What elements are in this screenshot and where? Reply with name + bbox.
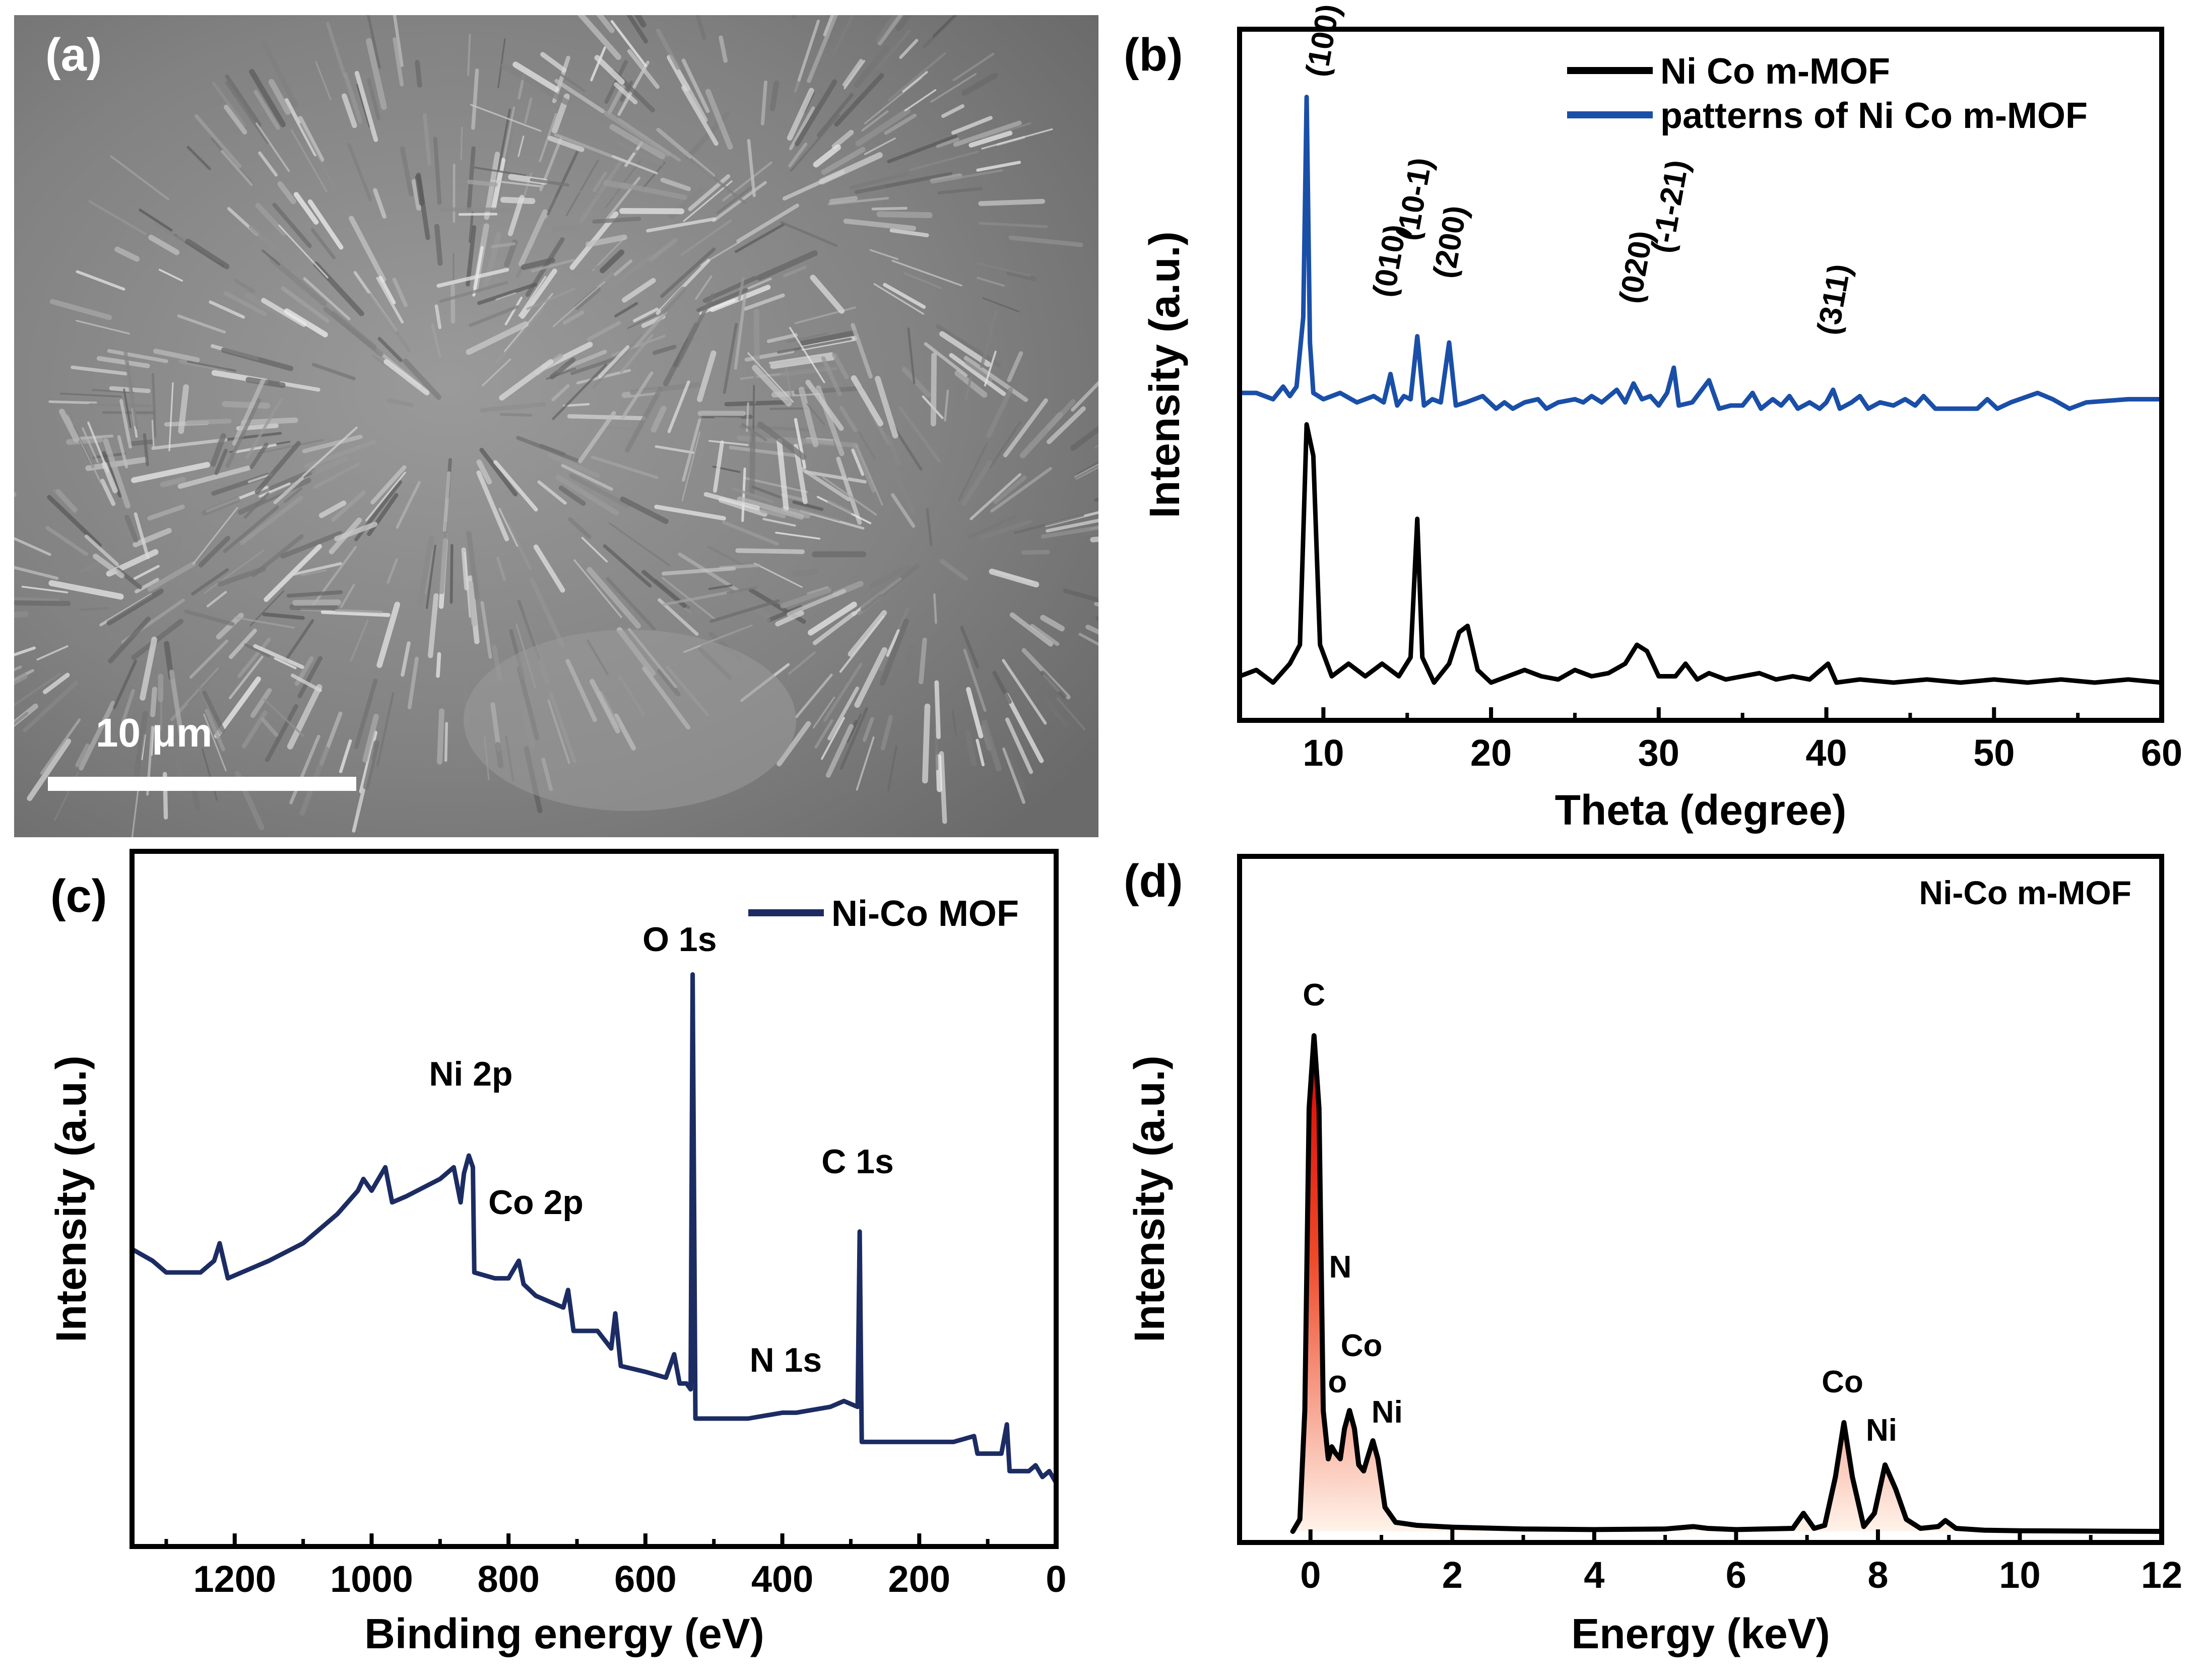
chart-c-xtick-label: 400 bbox=[751, 1558, 813, 1600]
chart-d-xtick-label: 8 bbox=[1867, 1554, 1888, 1596]
chart-b-legend: Ni Co m-MOF patterns of Ni Co m-MOF bbox=[1567, 51, 2088, 136]
chart-b-peak-label: (10-1) bbox=[1390, 155, 1439, 243]
chart-c-legend: Ni-Co MOF bbox=[748, 894, 1019, 934]
chart-b-xtick-label: 40 bbox=[1805, 732, 1847, 774]
scale-bar-label: 10 μm bbox=[96, 710, 212, 755]
chart-c-peak-label: N 1s bbox=[750, 1341, 822, 1379]
chart-c-peak-label: Ni 2p bbox=[429, 1055, 512, 1093]
panel-label-b: (b) bbox=[1124, 29, 1183, 81]
chart-d-peak-label: Ni bbox=[1372, 1395, 1403, 1430]
chart-c-frame bbox=[129, 849, 1059, 1549]
chart-c-xtick-label: 1000 bbox=[330, 1558, 413, 1600]
sem-flower-texture bbox=[14, 15, 1098, 837]
chart-b-peak-label: (100) bbox=[1300, 2, 1346, 80]
chart-d-peak-label: Co bbox=[1822, 1365, 1863, 1399]
chart-b-series-0 bbox=[1240, 95, 2162, 411]
chart-c-xtick-label: 1200 bbox=[193, 1558, 276, 1600]
chart-b-peak-label: (-1-21) bbox=[1645, 157, 1695, 255]
chart-d-xtick-label: 12 bbox=[2141, 1554, 2182, 1596]
chart-c-peak-label: C 1s bbox=[821, 1143, 894, 1181]
chart-b-xtick-label: 10 bbox=[1303, 732, 1344, 774]
chart-b-xtick-label: 20 bbox=[1470, 732, 1512, 774]
panel-label-c: (c) bbox=[50, 870, 107, 922]
panel-label-d: (d) bbox=[1124, 855, 1183, 907]
scale-bar bbox=[48, 777, 356, 791]
chart-b-peak-label: (311) bbox=[1811, 261, 1857, 338]
chart-c-ylabel: Intensity (a.u.) bbox=[47, 1055, 95, 1342]
chart-c-xtick-label: 200 bbox=[888, 1558, 950, 1600]
chart-d-peak-label: Co bbox=[1341, 1328, 1383, 1363]
chart-b: 10 20 30 40 50 60 (100)(010)(10-1)(200) (020)(… bbox=[1141, 2, 2182, 834]
chart-d-peak-label: C bbox=[1303, 978, 1325, 1013]
chart-b-xtick-label: 50 bbox=[1973, 732, 2015, 774]
chart-c-xtick-label: 0 bbox=[1046, 1558, 1066, 1600]
sem-image bbox=[14, 15, 1098, 837]
chart-d-xtick-label: 10 bbox=[1999, 1554, 2040, 1596]
chart-d-series-0 bbox=[1290, 1033, 2162, 1534]
chart-d-area-fill bbox=[1292, 1036, 2162, 1531]
chart-d-peak-label: Ni bbox=[1866, 1413, 1897, 1448]
chart-d-peak-label: N bbox=[1329, 1250, 1352, 1285]
panel-label-a: (a) bbox=[45, 29, 102, 81]
chart-c-series-0 bbox=[132, 972, 1056, 1486]
chart-d-xlabel: Energy (keV) bbox=[1571, 1610, 1830, 1657]
chart-d-xtick-label: 4 bbox=[1584, 1554, 1604, 1596]
legend-c-label-0: Ni-Co MOF bbox=[831, 894, 1019, 934]
chart-c-xlabel: Binding energy (eV) bbox=[364, 1610, 764, 1657]
legend-b-label-1: patterns of Ni Co m-MOF bbox=[1660, 96, 2088, 136]
legend-b-label-0: Ni Co m-MOF bbox=[1660, 51, 1890, 92]
chart-d-ylabel: Intensity (a.u.) bbox=[1126, 1055, 1173, 1342]
chart-c-xtick-label: 800 bbox=[477, 1558, 539, 1600]
chart-b-xtick-label: 30 bbox=[1638, 732, 1679, 774]
chart-d-frame bbox=[1237, 854, 2164, 1545]
chart-b-frame bbox=[1237, 27, 2164, 723]
chart-d-peak-label: o bbox=[1328, 1365, 1347, 1399]
chart-d-title: Ni-Co m-MOF bbox=[1919, 874, 2131, 911]
chart-d-xtick-label: 0 bbox=[1300, 1554, 1321, 1596]
chart-c-xtick-label: 600 bbox=[614, 1558, 676, 1600]
chart-b-xlabel: Theta (degree) bbox=[1555, 786, 1847, 834]
chart-c-peak-label: O 1s bbox=[642, 920, 717, 959]
chart-b-xtick-label: 60 bbox=[2141, 732, 2182, 774]
chart-c-peak-label: Co 2p bbox=[488, 1183, 584, 1222]
chart-d-xtick-label: 6 bbox=[1726, 1554, 1746, 1596]
chart-b-series-1 bbox=[1240, 422, 2162, 685]
chart-b-peak-label: (200) bbox=[1427, 203, 1474, 281]
chart-d-xtick-label: 2 bbox=[1442, 1554, 1463, 1596]
chart-c: 1200 1000 800 600 400 200 0 O 1s Ni 2p Co 2p C 1s… bbox=[47, 849, 1067, 1657]
chart-b-ylabel: Intensity (a.u.) bbox=[1141, 231, 1188, 518]
